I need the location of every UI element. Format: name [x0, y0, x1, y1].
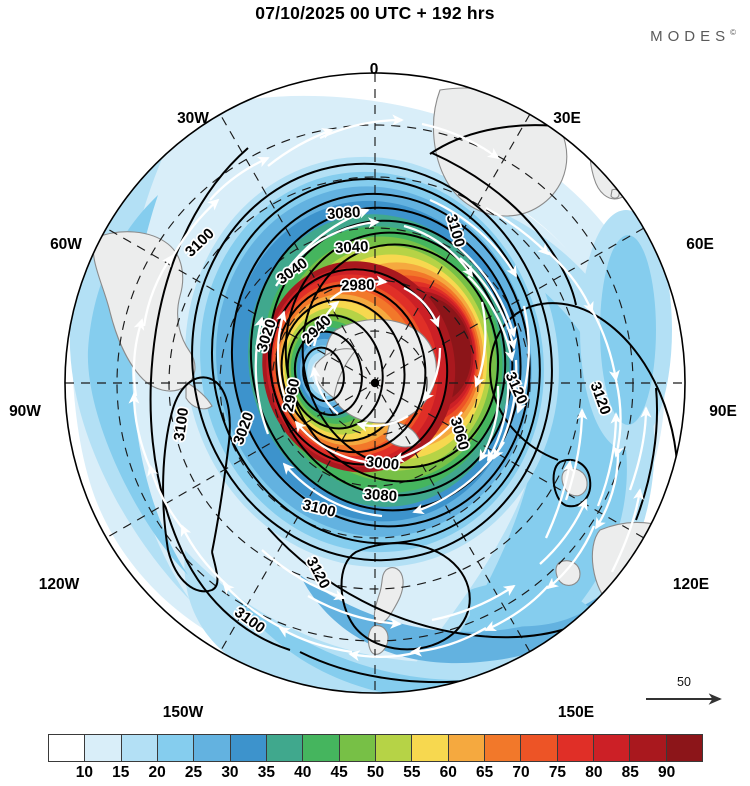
copyright-mark: © [730, 28, 736, 37]
colorbar-cell-11 [448, 735, 485, 761]
colorbar-tick-50: 50 [366, 764, 385, 781]
colorbar-tick-15: 15 [112, 764, 130, 781]
colorbar-cell-8 [339, 735, 376, 761]
colorbar-cell-1 [85, 735, 122, 761]
colorbar-tick-65: 65 [476, 764, 494, 781]
longitude-label-120e: 120E [672, 576, 710, 593]
colorbar-cell-17 [666, 735, 702, 761]
colorbar-cell-4 [194, 735, 231, 761]
colorbar-tick-80: 80 [585, 764, 603, 781]
page-title: 07/10/2025 00 UTC + 192 hrs [255, 3, 495, 23]
colorbar-tick-90: 90 [657, 764, 676, 781]
polar-map: 3080 3100 3040 3040 2980 3100 3020 2940 2960 3100… [0, 30, 750, 761]
wind-scale-arrow-svg [646, 693, 722, 705]
colorbar-tick-75: 75 [548, 764, 567, 781]
colorbar-cell-13 [521, 735, 558, 761]
colorbar: 10 15 20 25 30 35 40 45 50 55 60 65 70 75 80 85 90 [0, 712, 750, 782]
longitude-label-60e: 60E [686, 236, 714, 253]
longitude-label-60w: 60W [50, 236, 82, 253]
colorbar-tick-30: 30 [221, 764, 239, 781]
longitude-label-30e: 30E [553, 110, 581, 127]
colorbar-cell-10 [412, 735, 449, 761]
colorbar-tick-60: 60 [439, 764, 457, 781]
brand-text: MODES [650, 28, 731, 45]
colorbar-cell-6 [266, 735, 304, 761]
colorbar-cell-9 [375, 735, 413, 761]
wind-scale-value: 50 [677, 675, 691, 689]
colorbar-cell-5 [230, 735, 267, 761]
colorbar-tick-45: 45 [330, 764, 348, 781]
colorbar-tick-85: 85 [621, 764, 639, 781]
colorbar-tick-10: 10 [75, 764, 93, 781]
colorbar-cell-12 [484, 735, 522, 761]
colorbar-tick-25: 25 [184, 764, 203, 781]
globe-outline [64, 72, 686, 694]
colorbar-cell-3 [157, 735, 195, 761]
colorbar-cells [48, 734, 703, 762]
modes-logo: MODES© [650, 28, 736, 45]
longitude-label-150w: 150W [162, 704, 204, 721]
colorbar-tick-40: 40 [294, 764, 312, 781]
longitude-label-30w: 30W [177, 110, 209, 127]
contour-label: 3000 [365, 453, 400, 473]
wind-scale-key: 50 [636, 675, 732, 711]
colorbar-cell-15 [593, 735, 631, 761]
longitude-label-120w: 120W [38, 576, 80, 593]
colorbar-cell-2 [121, 735, 158, 761]
colorbar-ticks: 10 15 20 25 30 35 40 45 50 55 60 65 70 75 80 85 90 [48, 764, 703, 786]
colorbar-tick-70: 70 [512, 764, 530, 781]
contour-label: 2980 [341, 276, 375, 294]
contour-label: 3100 [478, 688, 515, 710]
south-pole-dot [370, 378, 380, 388]
colorbar-cell-14 [557, 735, 594, 761]
contour-label: 3080 [326, 204, 360, 223]
colorbar-tick-20: 20 [148, 764, 166, 781]
colorbar-cell-7 [303, 735, 340, 761]
contour-label: 3080 [363, 486, 397, 505]
longitude-label-0: 0 [369, 61, 379, 78]
longitude-label-90w: 90W [9, 403, 41, 420]
wind-vectors [128, 114, 652, 662]
longitude-label-150e: 150E [557, 704, 595, 721]
colorbar-cell-16 [630, 735, 667, 761]
colorbar-tick-35: 35 [257, 764, 275, 781]
colorbar-tick-55: 55 [403, 764, 421, 781]
longitude-label-90e: 90E [709, 403, 737, 420]
contour-label: 3040 [335, 238, 369, 257]
colorbar-cell-0 [49, 735, 86, 761]
contour-label: 2960 [280, 377, 304, 413]
